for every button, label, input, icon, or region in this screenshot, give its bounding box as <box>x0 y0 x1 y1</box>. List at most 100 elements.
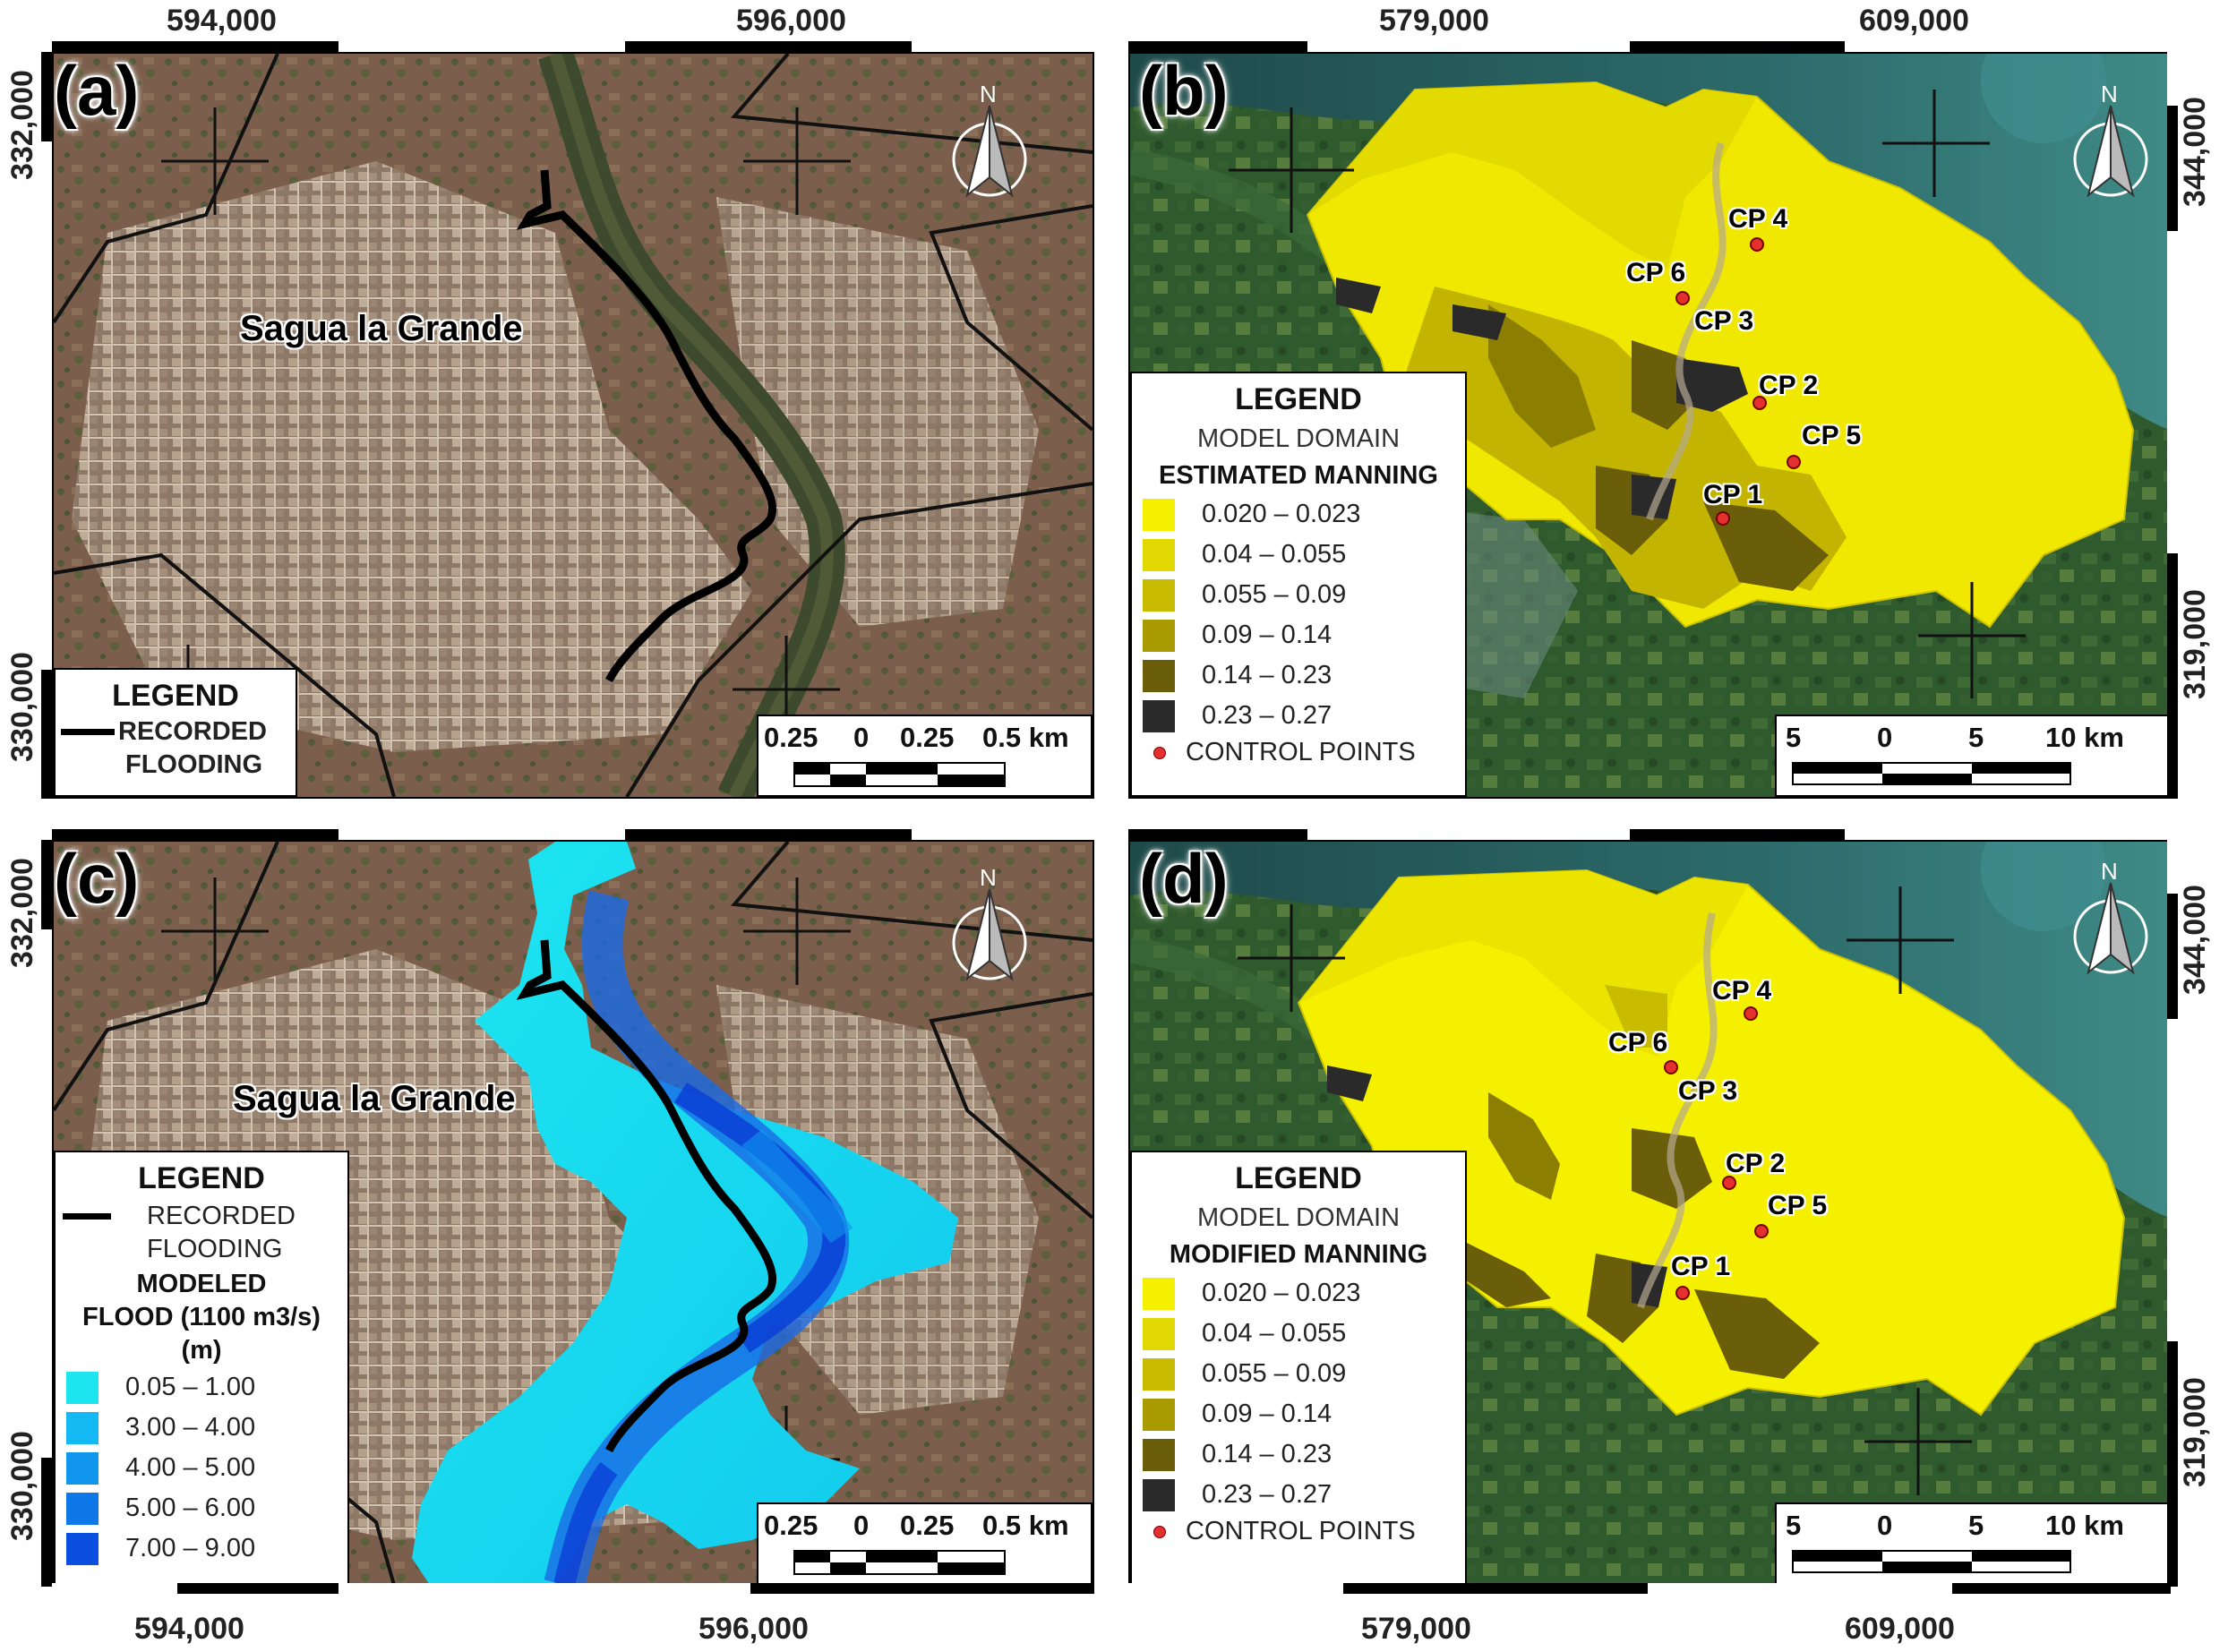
north-arrow: N <box>940 864 1039 989</box>
legend-class-label: 5.00 – 6.00 <box>125 1494 256 1522</box>
left-coord-bottom: 330,000 <box>4 652 39 762</box>
top-coord-left: 594,000 <box>167 4 277 38</box>
legend-swatch <box>1143 1398 1175 1431</box>
cp5-point <box>1754 1224 1769 1238</box>
legend-a: LEGEND RECORDED FLOODING <box>54 668 297 797</box>
panel-b: 579,000 609,000 344,000 319,000 <box>1110 0 2228 806</box>
legend-class-label: 0.05 – 1.00 <box>125 1373 256 1401</box>
frame-ticks-right <box>2167 52 2178 799</box>
panel-c: 332,000 330,000 594,000 596,000 (c) Sagu… <box>0 806 1110 1652</box>
north-arrow: N <box>2061 858 2160 983</box>
north-letter: N <box>2101 81 2118 107</box>
legend-class-row: 0.23 – 0.27 <box>1132 1475 1465 1515</box>
legend-swatch <box>66 1411 99 1444</box>
legend-class-row: 0.055 – 0.09 <box>1132 1354 1465 1394</box>
legend-class-row: 0.09 – 0.14 <box>1132 615 1465 655</box>
legend-c: LEGEND RECORDED FLOODING MODELED FLOOD (… <box>54 1151 349 1585</box>
cp-label: CP 2 <box>1759 371 1819 400</box>
legend-swatch <box>66 1451 99 1485</box>
frame-ticks-bottom <box>52 1583 1094 1594</box>
north-letter: N <box>2101 858 2118 885</box>
cp1-point <box>1675 1286 1690 1300</box>
frame-ticks-top <box>52 41 1094 52</box>
cp5-point <box>1787 455 1801 469</box>
scale-label-1: 5 <box>1786 1510 1802 1541</box>
scale-label-1: 5 <box>1786 722 1802 753</box>
cp-label: CP 5 <box>1802 421 1862 450</box>
legend-class-label: 0.23 – 0.27 <box>1202 1480 1333 1509</box>
cp-label: CP 6 <box>1608 1028 1668 1057</box>
scalebar-b: 5 0 5 10 km <box>1775 715 2169 797</box>
legend-title: LEGEND <box>112 679 239 713</box>
legend-class-row: 5.00 – 6.00 <box>56 1488 347 1528</box>
legend-class-label: 0.020 – 0.023 <box>1202 500 1361 528</box>
legend-line-symbol <box>63 1213 111 1220</box>
legend-classes: 0.020 – 0.023 0.04 – 0.055 0.055 – 0.09 0.0… <box>1132 1273 1465 1515</box>
cp-label: CP 2 <box>1726 1149 1786 1178</box>
legend-class-row: 0.09 – 0.14 <box>1132 1394 1465 1434</box>
legend-class-label: 0.09 – 0.14 <box>1202 1399 1333 1428</box>
town-label: Sagua la Grande <box>240 309 523 348</box>
bottom-coord-left: 579,000 <box>1361 1612 1471 1646</box>
map-frame-d: (d) CP 4 CP 6 CP 3 CP 2 CP 5 CP 1 N LEGE… <box>1128 840 2171 1587</box>
frame-ticks-top <box>52 829 1094 840</box>
satellite-map-c <box>54 842 1093 1585</box>
map-frame-b: (b) CP 4 CP 6 CP 3 CP 2 CP 5 CP 1 N LEGE… <box>1128 52 2171 799</box>
cp-label: CP 1 <box>1671 1252 1731 1281</box>
legend-heading-3: (m) <box>181 1336 222 1365</box>
scale-label-4: 0.5 km <box>982 1510 1069 1541</box>
town-label: Sagua la Grande <box>233 1079 516 1118</box>
satellite-map-a <box>54 54 1093 797</box>
cp6-point <box>1675 291 1690 305</box>
map-frame-a: (a) Sagua la Grande N LEGEND RECORDED FL… <box>52 52 1094 799</box>
legend-heading: MODIFIED MANNING <box>1169 1240 1428 1269</box>
legend-classes: 0.05 – 1.00 3.00 – 4.00 4.00 – 5.00 5.00 – … <box>56 1367 347 1569</box>
right-coord-top: 344,000 <box>2177 885 2212 995</box>
recorded-flooding-line <box>516 939 777 1453</box>
scale-label-4: 0.5 km <box>982 722 1069 753</box>
panel-label: (c) <box>54 840 140 918</box>
legend-class-row: 4.00 – 5.00 <box>56 1448 347 1488</box>
bottom-coord-right: 596,000 <box>698 1612 809 1646</box>
legend-swatch <box>1143 1277 1175 1310</box>
panel-label: (b) <box>1139 52 1229 130</box>
frame-ticks-top <box>1128 829 2171 840</box>
north-arrow: N <box>940 81 1039 206</box>
right-coord-bottom: 319,000 <box>2177 1377 2212 1487</box>
scale-label-2: 0 <box>1877 722 1893 753</box>
north-arrow: N <box>2061 81 2160 206</box>
legend-line-label-2: FLOODING <box>147 1235 283 1263</box>
cp-label: CP 3 <box>1694 306 1754 336</box>
cp1-point <box>1716 511 1730 526</box>
legend-classes: 0.020 – 0.023 0.04 – 0.055 0.055 – 0.09 0.0… <box>1132 494 1465 736</box>
scale-label-3: 5 <box>1968 722 1984 753</box>
legend-swatch <box>1143 1478 1175 1511</box>
legend-line-label-2: FLOODING <box>125 750 263 779</box>
legend-class-row: 3.00 – 4.00 <box>56 1408 347 1448</box>
scale-label-3: 0.25 <box>900 1510 955 1541</box>
cp-label: CP 4 <box>1728 204 1788 234</box>
cp-label: CP 6 <box>1626 258 1686 287</box>
legend-line-symbol <box>61 729 115 735</box>
legend-swatch <box>1143 1438 1175 1471</box>
legend-title: LEGEND <box>1235 1161 1362 1195</box>
legend-heading-1: MODELED <box>136 1270 267 1298</box>
cp-label: CP 1 <box>1703 480 1763 509</box>
cp-label: CP 4 <box>1712 976 1772 1006</box>
left-coord-top: 332,000 <box>4 858 39 968</box>
frame-ticks-left <box>41 52 52 799</box>
scale-bar-graphic <box>793 762 1006 787</box>
scale-label-1: 0.25 <box>764 722 818 753</box>
cp6-point <box>1664 1060 1678 1074</box>
legend-swatch <box>1143 659 1175 692</box>
legend-points-label: CONTROL POINTS <box>1186 738 1416 766</box>
bottom-coord-right: 609,000 <box>1845 1612 1955 1646</box>
legend-class-row: 0.020 – 0.023 <box>1132 494 1465 535</box>
legend-line-label-1: RECORDED <box>147 1202 296 1230</box>
legend-swatch <box>1143 498 1175 531</box>
legend-swatch <box>1143 1317 1175 1350</box>
legend-swatch <box>66 1532 99 1565</box>
legend-class-row: 0.055 – 0.09 <box>1132 575 1465 615</box>
north-arrow-icon <box>952 888 1027 981</box>
scale-label-4: 10 km <box>2045 1510 2124 1541</box>
